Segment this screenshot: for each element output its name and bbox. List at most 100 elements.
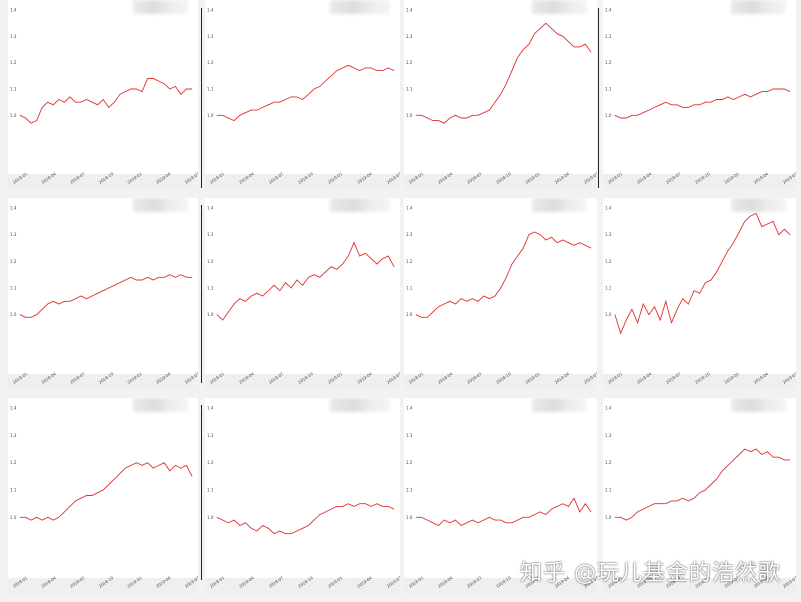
data-point <box>152 78 154 79</box>
y-tick-label: 1.3 <box>605 433 612 438</box>
chart-panel-12: 1.4 1.3 1.2 1.1 1.0 2018-01 2018-04 2018-07 2018… <box>603 398 796 594</box>
data-point <box>69 96 71 98</box>
data-point <box>614 314 616 316</box>
data-point <box>296 96 298 98</box>
y-tick-label: 1.0 <box>207 312 214 317</box>
data-point <box>556 506 558 507</box>
y-tick-label: 1.4 <box>10 8 17 13</box>
series-line <box>216 241 395 321</box>
series-line <box>19 78 192 124</box>
blurred-title <box>731 198 786 212</box>
chart-panel-7: 1.4 1.3 1.2 1.1 1.0 2018-01 2018-04 2018-07 2018… <box>404 198 597 390</box>
data-point <box>262 525 264 526</box>
data-point <box>789 91 791 92</box>
y-tick-label: 1.4 <box>10 206 17 211</box>
data-point <box>169 274 171 276</box>
data-point <box>250 527 252 529</box>
series-line <box>614 212 791 335</box>
data-point <box>119 473 121 474</box>
data-point <box>438 306 439 308</box>
data-point <box>169 470 171 472</box>
data-point <box>489 109 490 111</box>
data-point <box>186 465 187 466</box>
data-point <box>325 511 326 513</box>
data-point <box>421 516 422 518</box>
data-point <box>688 303 689 305</box>
data-point <box>682 107 684 108</box>
panel-divider <box>201 205 202 383</box>
data-point <box>108 484 110 485</box>
data-point <box>415 314 417 316</box>
blurred-title <box>133 198 188 212</box>
data-point <box>755 212 757 214</box>
x-axis-band <box>205 174 400 190</box>
data-point <box>573 244 575 246</box>
data-point <box>659 503 661 505</box>
data-point <box>290 96 292 98</box>
data-point <box>631 308 633 310</box>
data-point <box>534 231 535 233</box>
data-point <box>721 99 723 100</box>
data-point <box>119 282 121 284</box>
data-point <box>671 500 672 502</box>
data-point <box>376 70 378 71</box>
data-point <box>733 459 734 461</box>
data-point <box>86 298 87 300</box>
data-point <box>432 522 434 524</box>
data-point <box>693 104 695 106</box>
data-point <box>302 284 303 286</box>
y-tick-label: 1.3 <box>406 433 413 438</box>
data-point <box>761 226 763 228</box>
data-point <box>325 271 326 273</box>
data-point <box>75 500 76 502</box>
data-point <box>688 500 689 502</box>
data-point <box>784 228 785 230</box>
data-point <box>551 508 552 510</box>
x-axis-band <box>8 578 198 594</box>
y-tick-label: 1.4 <box>605 406 612 411</box>
data-point <box>163 276 165 278</box>
blurred-title <box>330 398 390 412</box>
y-tick-label: 1.3 <box>10 232 17 237</box>
data-point <box>637 322 638 324</box>
series-line <box>216 503 395 535</box>
data-point <box>64 300 65 302</box>
data-point <box>665 300 667 302</box>
y-tick-label: 1.3 <box>207 433 214 438</box>
data-point <box>761 91 763 92</box>
data-point <box>778 88 780 90</box>
data-point <box>477 522 479 524</box>
data-point <box>551 236 552 238</box>
data-point <box>302 99 303 100</box>
data-point <box>216 114 218 116</box>
data-point <box>522 49 524 50</box>
data-point <box>637 114 638 116</box>
data-point <box>727 465 729 466</box>
data-point <box>228 117 229 119</box>
data-point <box>125 467 126 469</box>
data-point <box>228 522 229 524</box>
data-point <box>699 492 701 494</box>
data-point <box>750 451 751 453</box>
data-point <box>191 276 193 278</box>
series-line <box>416 22 592 124</box>
data-point <box>41 308 43 310</box>
data-point <box>750 96 751 98</box>
data-point <box>80 295 82 297</box>
data-point <box>432 120 434 121</box>
data-point <box>693 290 695 292</box>
x-axis-band <box>603 374 796 390</box>
data-point <box>579 46 581 48</box>
y-tick-label: 1.4 <box>605 8 612 13</box>
data-point <box>325 80 326 82</box>
y-tick-label: 1.2 <box>605 460 612 465</box>
data-point <box>136 279 137 281</box>
data-point <box>80 497 82 499</box>
data-point <box>590 247 592 249</box>
data-point <box>483 519 485 521</box>
data-point <box>472 114 473 116</box>
